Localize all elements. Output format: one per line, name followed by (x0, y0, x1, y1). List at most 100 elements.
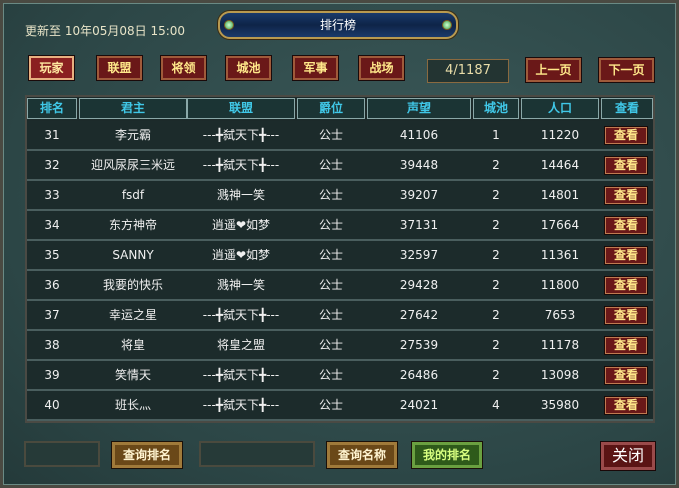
cell-lord: 李元霸 (114, 128, 151, 142)
cell-prestige: 39207 (399, 188, 439, 202)
cell-population: 7653 (544, 308, 576, 322)
cell-population: 35980 (540, 398, 580, 412)
table-row: 35 SANNY 逍遥❤如梦 公士 32597 2 11361 查看 (27, 241, 653, 271)
cell-prestige: 26486 (399, 368, 439, 382)
header-lord: 君主 (79, 98, 187, 119)
cell-alliance: 逍遥❤如梦 (211, 218, 271, 232)
cell-rank: 32 (44, 158, 60, 172)
query-name-button[interactable]: 查询名称 (326, 441, 398, 469)
header-prestige: 声望 (367, 98, 471, 119)
tab-4[interactable]: 军事 (292, 55, 339, 81)
cell-prestige: 39448 (399, 158, 439, 172)
cell-prestige: 29428 (399, 278, 439, 292)
table-row: 31 李元霸 ---╋弑天下╋--- 公士 41106 1 11220 查看 (27, 121, 653, 151)
cell-title: 公士 (318, 368, 343, 382)
header-cities: 城池 (473, 98, 519, 119)
table-row: 33 fsdf 溅神一笑 公士 39207 2 14801 查看 (27, 181, 653, 211)
cell-title: 公士 (318, 338, 343, 352)
cell-alliance: ---╋弑天下╋--- (202, 128, 280, 142)
prev-page-button[interactable]: 上一页 (525, 57, 582, 83)
cell-population: 14801 (540, 188, 580, 202)
cell-alliance: 逍遥❤如梦 (211, 248, 271, 262)
header-view: 查看 (601, 98, 653, 119)
cell-alliance: ---╋弑天下╋--- (202, 398, 280, 412)
cell-rank: 37 (44, 308, 60, 322)
update-time: 更新至 10年05月08日 15:00 (25, 24, 186, 38)
rank-input[interactable] (24, 441, 100, 467)
cell-rank: 35 (44, 248, 60, 262)
header-alliance: 联盟 (187, 98, 295, 119)
view-button[interactable]: 查看 (604, 336, 648, 355)
gem-icon (442, 20, 452, 30)
cell-cities: 2 (492, 278, 500, 292)
table-row: 37 幸运之星 ---╋弑天下╋--- 公士 27642 2 7653 查看 (27, 301, 653, 331)
cell-prestige: 32597 (399, 248, 439, 262)
cell-population: 17664 (540, 218, 580, 232)
cell-prestige: 37131 (399, 218, 439, 232)
cell-alliance: ---╋弑天下╋--- (202, 158, 280, 172)
title-banner: 排行榜 (218, 11, 458, 39)
cell-cities: 2 (492, 218, 500, 232)
cell-cities: 2 (492, 308, 500, 322)
cell-cities: 4 (492, 398, 500, 412)
view-button[interactable]: 查看 (604, 216, 648, 235)
gem-icon (224, 20, 234, 30)
cell-cities: 2 (492, 368, 500, 382)
name-input[interactable] (199, 441, 315, 467)
cell-lord: 将皇 (120, 338, 145, 352)
header-title: 爵位 (297, 98, 365, 119)
view-button[interactable]: 查看 (604, 156, 648, 175)
cell-population: 13098 (540, 368, 580, 382)
view-button[interactable]: 查看 (604, 186, 648, 205)
table-row: 38 将皇 将皇之盟 公士 27539 2 11178 查看 (27, 331, 653, 361)
cell-title: 公士 (318, 218, 343, 232)
cell-alliance: ---╋弑天下╋--- (202, 368, 280, 382)
view-button[interactable]: 查看 (604, 276, 648, 295)
table-row: 32 迎风尿尿三米远 ---╋弑天下╋--- 公士 39448 2 14464 查看 (27, 151, 653, 181)
cell-rank: 33 (44, 188, 60, 202)
cell-cities: 2 (492, 338, 500, 352)
cell-prestige: 27539 (399, 338, 439, 352)
query-rank-button[interactable]: 查询排名 (111, 441, 183, 469)
cell-lord: 我要的快乐 (102, 278, 163, 292)
tab-0[interactable]: 玩家 (28, 55, 75, 81)
view-button[interactable]: 查看 (604, 246, 648, 265)
cell-prestige: 27642 (399, 308, 439, 322)
table-row: 36 我要的快乐 溅神一笑 公士 29428 2 11800 查看 (27, 271, 653, 301)
tab-3[interactable]: 城池 (225, 55, 272, 81)
view-button[interactable]: 查看 (604, 126, 648, 145)
next-page-button[interactable]: 下一页 (598, 57, 655, 83)
cell-population: 11800 (540, 278, 580, 292)
cell-population: 11220 (540, 128, 580, 142)
tab-1[interactable]: 联盟 (96, 55, 143, 81)
cell-lord: 班长灬 (114, 398, 151, 412)
cell-rank: 40 (44, 398, 60, 412)
cell-population: 11361 (540, 248, 580, 262)
close-button[interactable]: 关闭 (600, 441, 656, 471)
view-button[interactable]: 查看 (604, 366, 648, 385)
cell-rank: 34 (44, 218, 60, 232)
cell-title: 公士 (318, 248, 343, 262)
cell-alliance: 将皇之盟 (216, 338, 265, 352)
view-button[interactable]: 查看 (604, 306, 648, 325)
tab-5[interactable]: 战场 (358, 55, 405, 81)
cell-cities: 2 (492, 158, 500, 172)
cell-prestige: 24021 (399, 398, 439, 412)
table-row: 40 班长灬 ---╋弑天下╋--- 公士 24021 4 35980 查看 (27, 391, 653, 421)
cell-title: 公士 (318, 188, 343, 202)
view-button[interactable]: 查看 (604, 396, 648, 415)
cell-population: 11178 (540, 338, 580, 352)
tab-2[interactable]: 将领 (160, 55, 207, 81)
cell-title: 公士 (318, 308, 343, 322)
header-rank: 排名 (27, 98, 77, 119)
ranking-table: 排名 君主 联盟 爵位 声望 城池 人口 查看 31 李元霸 ---╋弑天下╋--- 公士 41106… (25, 95, 655, 423)
cell-population: 14464 (540, 158, 580, 172)
cell-lord: 笑情天 (114, 368, 151, 382)
cell-rank: 31 (44, 128, 60, 142)
cell-lord: SANNY (112, 248, 154, 262)
cell-alliance: ---╋弑天下╋--- (202, 308, 280, 322)
cell-lord: 迎风尿尿三米远 (90, 158, 175, 172)
my-rank-button[interactable]: 我的排名 (411, 441, 483, 469)
table-header: 排名 君主 联盟 爵位 声望 城池 人口 查看 (27, 97, 653, 119)
